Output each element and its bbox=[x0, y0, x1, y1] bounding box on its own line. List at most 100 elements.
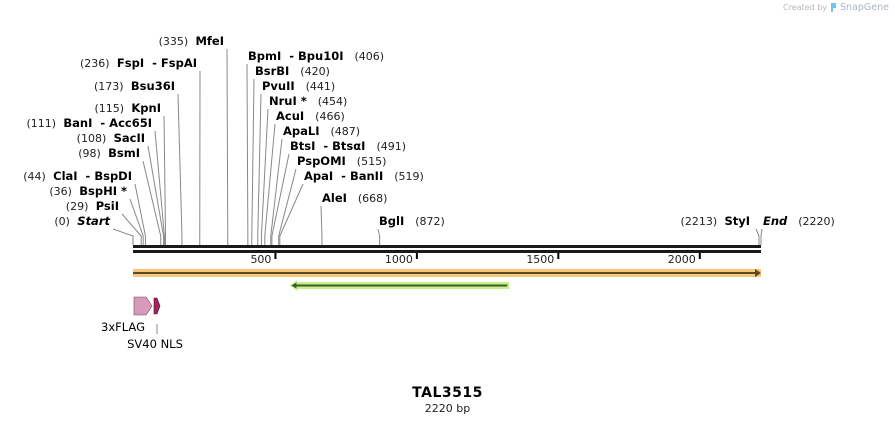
restriction-site[interactable]: (115) KpnI bbox=[94, 101, 167, 245]
restriction-site[interactable]: NruI * (454) bbox=[260, 94, 347, 245]
enzyme-name: PspOMI bbox=[297, 154, 346, 168]
site-position: (108) bbox=[77, 132, 107, 145]
restriction-site[interactable]: (173) Bsu36I bbox=[94, 79, 183, 245]
feature-green[interactable] bbox=[289, 280, 510, 291]
site-connector-line bbox=[251, 78, 255, 245]
site-label: (335) MfeI bbox=[159, 34, 224, 48]
site-position: (173) bbox=[94, 80, 124, 93]
site-label: AcuI (466) bbox=[276, 109, 345, 123]
restriction-site[interactable]: (111) BanI - Acc65I bbox=[27, 116, 165, 245]
site-label: BtsI - BtsαI (491) bbox=[290, 139, 406, 153]
site-position: (441) bbox=[306, 80, 336, 93]
axis-tick-label: 1000 bbox=[385, 253, 413, 266]
restriction-site[interactable]: (108) SacII bbox=[77, 131, 165, 245]
restriction-site[interactable]: (2213) StyI bbox=[681, 214, 760, 245]
restriction-site[interactable]: (335) MfeI bbox=[159, 34, 229, 245]
site-connector-line bbox=[147, 145, 165, 245]
site-connector-line bbox=[142, 160, 162, 245]
backbone-top-strand bbox=[133, 245, 761, 248]
site-position: (36) bbox=[49, 185, 72, 198]
restriction-site[interactable]: PvuII (441) bbox=[257, 79, 336, 245]
site-position: (111) bbox=[27, 117, 57, 130]
site-label: (44) ClaI - BspDI bbox=[23, 169, 132, 183]
restriction-site[interactable]: AcuI (466) bbox=[264, 109, 345, 245]
site-connector-line bbox=[278, 168, 297, 245]
enzyme-name: End bbox=[763, 214, 788, 228]
restriction-site[interactable]: (236) FspI - FspAI bbox=[80, 56, 201, 245]
feature-orange[interactable] bbox=[133, 269, 761, 277]
site-label: (29) PsiI bbox=[66, 199, 119, 213]
enzyme-name: MfeI bbox=[195, 34, 224, 48]
site-position: (872) bbox=[415, 215, 445, 228]
restriction-site[interactable]: (36) BspHI * bbox=[49, 184, 144, 245]
restriction-site[interactable]: PspOMI (515) bbox=[278, 154, 387, 245]
site-label: AleI (668) bbox=[322, 191, 387, 205]
restriction-site[interactable]: BglI (872) bbox=[377, 214, 445, 245]
arrow-right-icon bbox=[133, 296, 153, 316]
site-position: (466) bbox=[315, 110, 345, 123]
site-label: (173) Bsu36I bbox=[94, 79, 175, 93]
site-position: (335) bbox=[159, 35, 189, 48]
site-position: (29) bbox=[66, 200, 89, 213]
feature-label: SV40 NLS bbox=[127, 337, 183, 351]
restriction-site[interactable]: BtsI - BtsαI (491) bbox=[271, 139, 406, 245]
restriction-site[interactable]: End (2220) bbox=[760, 214, 835, 245]
restriction-site[interactable]: AleI (668) bbox=[320, 191, 387, 245]
map-title: TAL3515 bbox=[412, 385, 483, 401]
enzyme-name: BanI - Acc65I bbox=[63, 116, 152, 130]
site-connector-line bbox=[260, 108, 269, 245]
restriction-site[interactable]: (44) ClaI - BspDI bbox=[23, 169, 146, 245]
site-label: NruI * (454) bbox=[269, 94, 347, 108]
restriction-site[interactable]: ApaLI (487) bbox=[270, 124, 360, 245]
axis-tick-label: 1500 bbox=[526, 253, 554, 266]
site-label: PspOMI (515) bbox=[297, 154, 386, 168]
restriction-site[interactable]: (29) PsiI bbox=[66, 199, 142, 245]
enzyme-name: AcuI bbox=[276, 109, 304, 123]
site-connector-line bbox=[154, 130, 165, 245]
backbone-bottom-strand bbox=[133, 250, 761, 253]
snapgene-credit: Created by SnapGene bbox=[783, 2, 889, 13]
site-connector-line bbox=[246, 63, 249, 245]
map-length: 2220 bp bbox=[424, 402, 471, 415]
axis-tick bbox=[415, 253, 418, 259]
site-position: (236) bbox=[80, 57, 110, 70]
restriction-site[interactable]: ApaI - BanII (519) bbox=[279, 169, 424, 245]
site-position: (491) bbox=[376, 140, 406, 153]
site-position: (668) bbox=[358, 192, 388, 205]
enzyme-name: BsmI bbox=[108, 146, 140, 160]
restriction-site[interactable]: (0) Start bbox=[54, 214, 134, 245]
feature-3xflag[interactable]: 3xFLAG bbox=[101, 296, 153, 334]
site-position: (0) bbox=[54, 215, 70, 228]
snapgene-logo-icon bbox=[831, 3, 837, 12]
axis-tick bbox=[274, 253, 277, 259]
site-label: End (2220) bbox=[763, 214, 835, 228]
enzyme-name: BspHI * bbox=[79, 184, 127, 198]
arrow-right-icon bbox=[755, 269, 761, 277]
site-position: (98) bbox=[78, 147, 101, 160]
enzyme-name: BtsI - BtsαI bbox=[290, 139, 365, 153]
axis-tick-label: 500 bbox=[250, 253, 271, 266]
site-connector-line bbox=[264, 123, 276, 245]
feature-sv40-nls[interactable]: SV40 NLS bbox=[127, 297, 183, 351]
enzyme-name: StyI bbox=[724, 214, 750, 228]
restriction-site[interactable]: BpmI - Bpu10I (406) bbox=[246, 49, 384, 245]
enzyme-name: Start bbox=[77, 214, 110, 228]
site-connector-line bbox=[177, 93, 183, 245]
site-label: (115) KpnI bbox=[94, 101, 161, 115]
credit-prefix: Created by bbox=[783, 3, 828, 12]
site-label: BsrBI (420) bbox=[255, 64, 330, 78]
site-connector-line bbox=[279, 183, 304, 245]
enzyme-name: ClaI - BspDI bbox=[53, 169, 132, 183]
enzyme-name: PsiI bbox=[96, 199, 119, 213]
enzyme-name: ApaLI bbox=[283, 124, 320, 138]
enzyme-name: KpnI bbox=[131, 101, 161, 115]
enzyme-name: FspI - FspAI bbox=[117, 56, 197, 70]
site-label: (236) FspI - FspAI bbox=[80, 56, 197, 70]
site-label: BglI (872) bbox=[379, 214, 445, 228]
site-connector-line bbox=[320, 205, 323, 245]
restriction-site[interactable]: BsrBI (420) bbox=[251, 64, 330, 245]
site-connector-line bbox=[112, 228, 134, 245]
restriction-site[interactable]: (98) BsmI bbox=[78, 146, 162, 245]
site-label: ApaLI (487) bbox=[283, 124, 360, 138]
